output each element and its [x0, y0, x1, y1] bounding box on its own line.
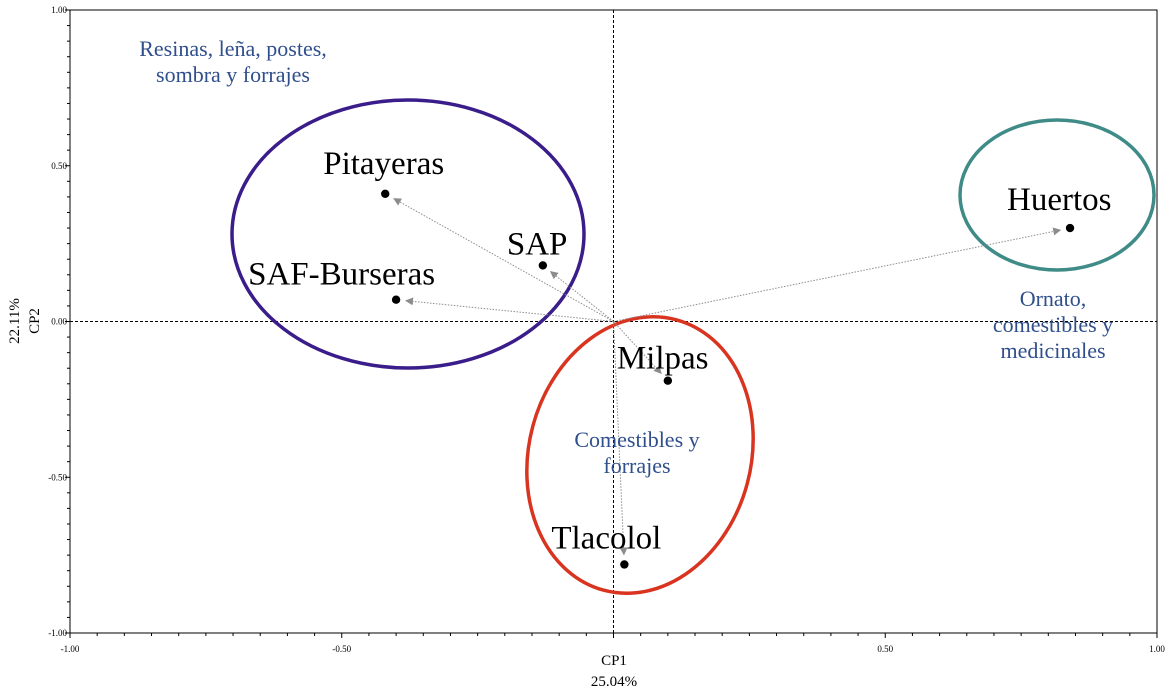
x-axis-percent: 25.04%: [591, 674, 637, 690]
group-label-line: Comestibles y: [574, 427, 699, 452]
axis-ticks: -1.00 -0.50 0.50 1.00 1.00 0.50 0.00 -0.50 -1.00: [48, 5, 1165, 654]
group-label-line: medicinales: [1000, 338, 1105, 363]
label-huertos: Huertos: [1007, 182, 1111, 218]
label-pitayeras: Pitayeras: [323, 146, 444, 182]
label-milpas: Milpas: [617, 341, 709, 377]
point-saf-burseras: [391, 295, 401, 304]
y-tick-label: 1.00: [51, 5, 67, 15]
vector-huertos: [613, 227, 1062, 322]
group-ellipses: [230, 98, 1156, 595]
ellipse-ornato: [958, 118, 1156, 272]
group-label-line: sombra y forrajes: [156, 62, 310, 87]
y-tick-label: -1.00: [48, 628, 67, 638]
ellipse-resinas: [230, 98, 586, 370]
label-tlacolol: Tlacolol: [551, 520, 661, 556]
point-tlacolol: [620, 560, 629, 569]
x-tick-label: -0.50: [332, 644, 351, 654]
loading-vectors: [393, 198, 1062, 556]
point-pitayeras: [381, 189, 390, 198]
label-sap: SAP: [507, 226, 568, 262]
y-tick-label: 0.00: [51, 317, 67, 327]
x-axis-title: CP1: [601, 653, 627, 669]
point-huertos: [1065, 223, 1075, 233]
ellipse-comestibles: [525, 315, 755, 595]
x-tick-label: 0.50: [877, 644, 893, 654]
group-labels: Resinas, leña, postes,sombra y forrajes O…: [139, 36, 1113, 478]
point-milpas: [663, 376, 673, 385]
group-label-line: Ornato,: [1020, 286, 1087, 311]
point-labels: Pitayeras SAP SAF-Burseras Huertos Milpas Tla…: [248, 146, 1111, 557]
y-tick-label: -0.50: [48, 472, 67, 482]
group-label-line: forrajes: [603, 453, 670, 478]
x-tick-label: 1.00: [1149, 644, 1165, 654]
x-tick-label: -1.00: [61, 644, 80, 654]
y-tick-label: 0.50: [51, 161, 67, 171]
vector-saf-burseras: [405, 297, 614, 322]
y-axis-title: CP2: [27, 308, 43, 334]
group-label-line: Resinas, leña, postes,: [139, 36, 327, 61]
label-saf-burseras: SAF-Burseras: [248, 257, 435, 293]
vector-sap: [549, 271, 614, 322]
group-label-line: comestibles y: [993, 312, 1113, 337]
y-axis-percent: 22.11%: [7, 298, 23, 344]
point-sap: [538, 261, 548, 270]
data-points: [381, 189, 1075, 569]
